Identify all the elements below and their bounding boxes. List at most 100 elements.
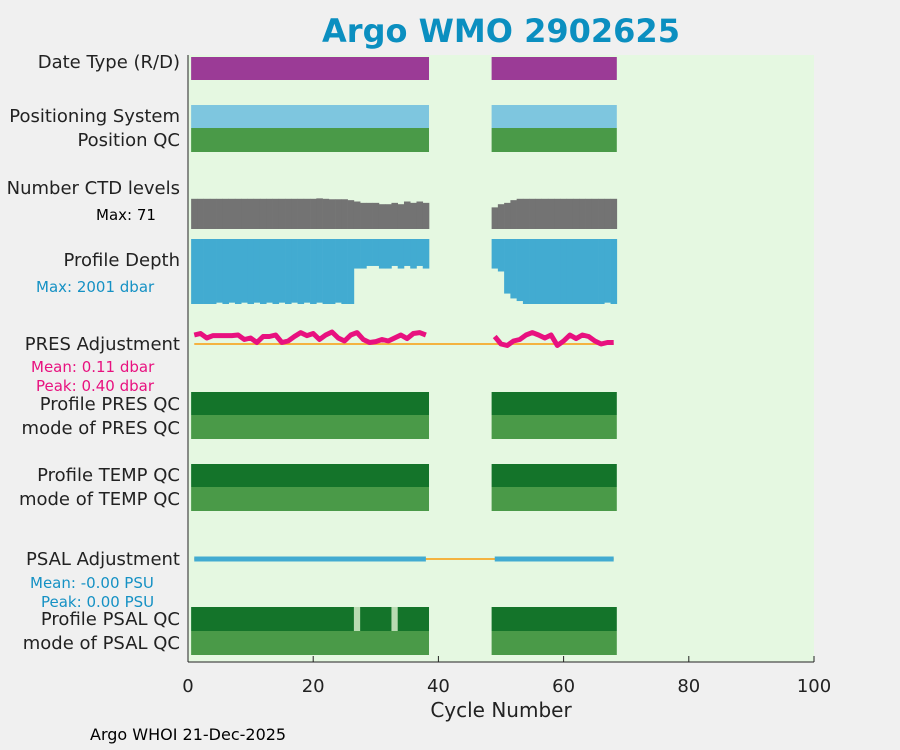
- mode-pres-qc-bar-2: [491, 415, 617, 439]
- label-position-qc: Position QC: [77, 130, 180, 151]
- profile-depth-bar-cycle-64: [585, 239, 593, 304]
- ctd-level-bar-cycle-63: [579, 198, 586, 229]
- ctd-level-bar-cycle-67: [604, 198, 611, 229]
- profile-depth-bar-cycle-13: [266, 239, 273, 303]
- ctd-level-bar-cycle-12: [259, 198, 267, 229]
- ctd-level-bar-cycle-21: [316, 198, 323, 229]
- ctd-level-bar-cycle-15: [278, 198, 286, 229]
- ctd-level-bar-cycle-62: [572, 198, 580, 229]
- ctd-level-bar-cycle-4: [209, 198, 217, 229]
- profile-depth-bar-cycle-63: [579, 239, 586, 304]
- psal-qc-break-cycle-27: [353, 607, 361, 631]
- profile-depth-bar-cycle-57: [541, 239, 549, 304]
- ctd-level-bar-cycle-28: [360, 202, 367, 229]
- profile-depth-bar-cycle-54: [522, 239, 530, 304]
- ctd-level-bar-cycle-54: [522, 198, 530, 229]
- profile-depth-bar-cycle-5: [216, 239, 223, 303]
- ctd-level-bar-cycle-34: [397, 204, 405, 229]
- label-psal-peak: Peak: 0.00 PSU: [41, 593, 155, 611]
- ctd-level-bar-cycle-6: [222, 198, 229, 229]
- ctd-level-bar-cycle-56: [535, 198, 542, 229]
- profile-depth-bar-cycle-12: [259, 239, 267, 304]
- ctd-level-bar-cycle-11: [253, 198, 261, 229]
- label-psal-adjustment: PSAL Adjustment: [25, 549, 180, 570]
- ctd-level-bar-cycle-1: [191, 198, 198, 229]
- mode-temp-qc-bar-2: [491, 487, 617, 511]
- x-tick-label-40: 40: [427, 676, 450, 697]
- label-profile-depth: Profile Depth: [63, 250, 180, 271]
- profile-depth-bar-cycle-19: [303, 239, 311, 303]
- profile-depth-bar-cycle-32: [385, 239, 392, 269]
- profile-depth-bar-cycle-16: [285, 239, 292, 304]
- profile-depth-bar-cycle-59: [554, 239, 561, 304]
- profile-depth-bar-cycle-35: [403, 239, 411, 266]
- profile-depth-bar-cycle-25: [341, 239, 348, 304]
- profile-depth-bar-cycle-8: [234, 239, 242, 304]
- profile-depth-bar-cycle-17: [291, 239, 298, 303]
- profile-depth-bar-cycle-14: [272, 239, 280, 304]
- profile-depth-bar-cycle-68: [610, 239, 618, 304]
- ctd-level-bar-cycle-5: [216, 198, 223, 229]
- label-positioning: Positioning System: [9, 106, 180, 127]
- label-n-ctd-max: Max: 71: [96, 206, 156, 224]
- ctd-level-bar-cycle-9: [241, 198, 248, 229]
- profile-depth-bar-cycle-7: [228, 239, 236, 303]
- profile-depth-bar-cycle-52: [510, 239, 517, 299]
- x-tick-label-20: 20: [302, 676, 325, 697]
- profile-psal-qc-bar-1: [191, 607, 430, 631]
- profile-depth-bar-cycle-33: [391, 239, 399, 266]
- profile-depth-bar-cycle-55: [529, 239, 536, 304]
- profile-depth-bar-cycle-1: [191, 239, 198, 304]
- ctd-level-bar-cycle-53: [516, 198, 524, 229]
- profile-depth-bar-cycle-27: [353, 239, 361, 269]
- ctd-level-bar-cycle-61: [566, 198, 574, 229]
- profile-depth-bar-cycle-2: [197, 239, 204, 304]
- footer-credit: Argo WHOI 21-Dec-2025: [90, 725, 287, 744]
- label-n-ctd: Number CTD levels: [6, 178, 180, 199]
- label-psal-mean: Mean: -0.00 PSU: [30, 574, 154, 592]
- profile-depth-bar-cycle-31: [378, 239, 386, 269]
- profile-depth-bar-cycle-24: [335, 239, 342, 303]
- ctd-level-bar-cycle-57: [541, 198, 549, 229]
- ctd-level-bar-cycle-33: [391, 202, 399, 229]
- profile-depth-bar-cycle-3: [203, 239, 211, 304]
- ctd-level-bar-cycle-68: [610, 198, 618, 229]
- label-mode-temp-qc: mode of TEMP QC: [18, 489, 180, 510]
- profile-depth-bar-cycle-23: [328, 239, 336, 304]
- ctd-level-bar-cycle-17: [291, 198, 298, 229]
- profile-depth-bar-cycle-58: [547, 239, 555, 304]
- ctd-level-bar-cycle-2: [197, 198, 204, 229]
- profile-depth-bar-cycle-51: [504, 239, 511, 294]
- ctd-level-bar-cycle-25: [341, 199, 348, 229]
- ctd-level-bar-cycle-65: [591, 198, 599, 229]
- ctd-level-bar-cycle-8: [234, 198, 242, 229]
- ctd-level-bar-cycle-35: [403, 201, 411, 229]
- pres-adjustment-line-1: [193, 329, 427, 345]
- ctd-level-bar-cycle-24: [335, 199, 342, 229]
- label-profile-psal-qc: Profile PSAL QC: [40, 609, 180, 630]
- ctd-level-bar-cycle-51: [504, 202, 511, 229]
- profile-depth-bar-cycle-49: [491, 239, 499, 269]
- ctd-level-bar-cycle-27: [353, 201, 361, 229]
- ctd-level-bar-cycle-20: [310, 198, 317, 229]
- label-pres-peak: Peak: 0.40 dbar: [36, 377, 155, 395]
- ctd-level-bar-cycle-22: [322, 198, 330, 229]
- date-type-bar-1: [191, 57, 430, 80]
- ctd-level-bar-cycle-52: [510, 200, 517, 229]
- ctd-level-bar-cycle-30: [372, 202, 380, 229]
- chart-title: Argo WMO 2902625: [322, 12, 680, 50]
- label-mode-pres-qc: mode of PRES QC: [21, 418, 180, 439]
- profile-depth-bar-cycle-28: [360, 239, 367, 269]
- ctd-level-bar-cycle-50: [497, 204, 505, 229]
- profile-pres-qc-bar-2: [491, 392, 617, 415]
- profile-depth-bar-cycle-36: [410, 239, 417, 269]
- profile-depth-bar-cycle-4: [209, 239, 217, 304]
- ctd-level-bar-cycle-66: [598, 198, 605, 229]
- ctd-level-bar-cycle-14: [272, 198, 280, 229]
- position-qc-bar-2: [491, 128, 617, 152]
- ctd-level-bar-cycle-36: [410, 202, 417, 229]
- x-tick-label-0: 0: [182, 676, 193, 697]
- ctd-level-bar-cycle-23: [328, 199, 336, 229]
- ctd-level-bar-cycle-3: [203, 198, 211, 229]
